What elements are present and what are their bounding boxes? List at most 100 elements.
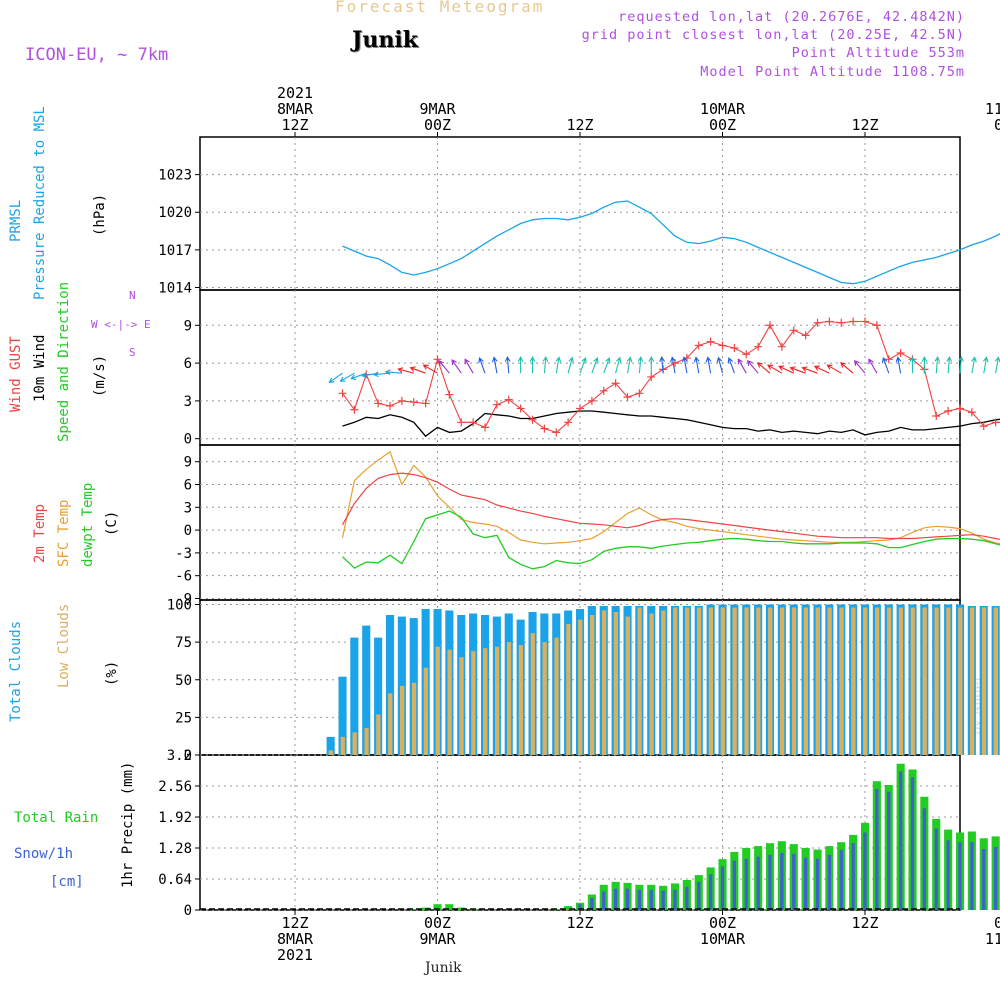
low-cloud-bar xyxy=(578,619,583,755)
total-cloud-bar xyxy=(386,615,395,755)
bottom-time-label: 9MAR xyxy=(419,930,456,948)
temp-panel-frame xyxy=(199,444,961,601)
low-cloud-bar xyxy=(910,607,915,755)
wind-gust-marker xyxy=(694,341,703,350)
low-cloud-bar xyxy=(388,693,393,755)
top-time-label: 12Z xyxy=(281,116,308,134)
wind-direction-arrow xyxy=(659,356,665,374)
total-cloud-bar xyxy=(350,637,359,755)
low-cloud-bar xyxy=(780,607,785,755)
snow-label: Snow/1h xyxy=(14,846,74,862)
clouds-ytick-label: 75 xyxy=(175,635,192,651)
low-cloud-bar xyxy=(661,610,666,755)
wind-direction-arrow xyxy=(438,360,450,374)
top-time-label: 00Z xyxy=(994,116,1000,134)
wind-direction-arrow xyxy=(853,360,866,374)
low-cloud-bar xyxy=(613,612,618,755)
model-label: ICON-EU, ~ 7km xyxy=(25,45,169,65)
snow-bar xyxy=(590,897,594,910)
wind-direction-arrow xyxy=(909,356,916,374)
wind-direction-arrow xyxy=(491,356,498,374)
wind-gust-marker xyxy=(611,379,620,388)
wind-direction-arrow xyxy=(637,356,644,374)
wind-ytick-label: 6 xyxy=(184,356,192,372)
low-cloud-bar xyxy=(625,616,630,755)
low-cloud-bar xyxy=(400,685,405,755)
top-time-label: 2021 xyxy=(277,84,313,102)
low-cloud-bar xyxy=(863,607,868,755)
wind-direction-arrow xyxy=(648,356,655,374)
wind-direction-arrow xyxy=(422,364,438,374)
snow-bar xyxy=(839,849,843,910)
low-cloud-bar xyxy=(696,607,702,755)
snow-bar xyxy=(875,788,879,910)
wind-direction-arrow xyxy=(958,356,964,374)
wind-direction-arrow xyxy=(801,366,818,374)
snow-bar xyxy=(887,791,891,910)
snow-bar xyxy=(922,808,926,910)
wind-gust-marker xyxy=(492,400,501,409)
wind-direction-arrow xyxy=(747,360,759,374)
wind-direction-arrow xyxy=(737,358,747,374)
requested-lonlat: requested lon,lat (20.2676E, 42.4842N) xyxy=(618,9,965,25)
wind-gust-marker xyxy=(896,349,905,358)
wind-gust-marker xyxy=(433,355,442,364)
bottom-time-label: 8MAR xyxy=(277,930,314,948)
low-cloud-bar xyxy=(768,607,773,755)
bottom-time-label: 12Z xyxy=(851,914,878,932)
wind-gust-marker xyxy=(576,404,584,413)
snow-bar xyxy=(578,904,582,910)
temp-ytick-label: 3 xyxy=(184,500,192,516)
low-cloud-bar xyxy=(471,651,476,755)
footer-station: Junik xyxy=(425,960,462,976)
wind-gust-marker xyxy=(528,415,537,424)
clouds-ytick-label: 0 xyxy=(184,748,192,764)
wind-gust-marker xyxy=(409,398,418,407)
temp-ytick-label: -9 xyxy=(175,591,192,607)
temp-ytick-label: -3 xyxy=(175,546,192,562)
low-cloud-bar xyxy=(886,607,892,755)
wind-gust-marker xyxy=(872,321,881,330)
top-time-label: 11MAR xyxy=(985,100,1000,118)
rain-bar xyxy=(409,909,418,910)
wind-direction-arrow xyxy=(567,356,574,374)
snow-bar xyxy=(602,891,606,910)
low-cloud-bar xyxy=(875,607,880,755)
clouds-ytick-label: 50 xyxy=(175,673,192,689)
snow-bar xyxy=(982,849,986,910)
wind-direction-arrow xyxy=(670,356,676,374)
low-cloud-bar xyxy=(376,714,381,755)
wind-speed-line xyxy=(342,410,1000,438)
model-altitude: Model Point Altitude 1108.75m xyxy=(700,64,965,80)
point-altitude: Point Altitude 553m xyxy=(791,45,965,61)
wind-direction-arrow xyxy=(826,364,842,374)
wind-direction-arrow xyxy=(705,356,712,374)
snow-bar xyxy=(792,853,796,910)
wind-gust-marker xyxy=(540,424,549,433)
low-cloud-bar xyxy=(720,607,725,755)
wind-ytick-label: 9 xyxy=(184,318,192,334)
snow-bar xyxy=(910,777,915,910)
low-cloud-bar xyxy=(958,607,963,755)
bottom-time-label: 11MAR xyxy=(985,930,1000,948)
low-cloud-bar xyxy=(483,648,488,755)
rain-bar xyxy=(445,904,454,910)
wind-gust-marker xyxy=(374,399,383,408)
wind-gust-marker xyxy=(552,428,561,437)
wind-gust-marker xyxy=(766,321,774,330)
wind-direction-arrow xyxy=(789,366,806,374)
precip-ytick-label: 0.64 xyxy=(158,872,192,888)
low-cloud-bar xyxy=(435,646,440,755)
temp-sfc-line xyxy=(341,450,1000,545)
wind-ytick-label: 3 xyxy=(184,394,192,410)
wind-gust-line xyxy=(342,320,1000,434)
low-cloud-bar xyxy=(530,633,535,755)
clouds-ytick-label: 100 xyxy=(167,598,192,614)
top-time-label: 12Z xyxy=(566,116,593,134)
wind-gust-marker xyxy=(516,404,525,413)
wind-gust-marker xyxy=(457,418,466,427)
low-cloud-bar xyxy=(447,649,452,755)
bottom-time-label: 2021 xyxy=(277,946,313,964)
low-cloud-bar xyxy=(411,682,417,755)
compass-south: S xyxy=(129,346,136,359)
